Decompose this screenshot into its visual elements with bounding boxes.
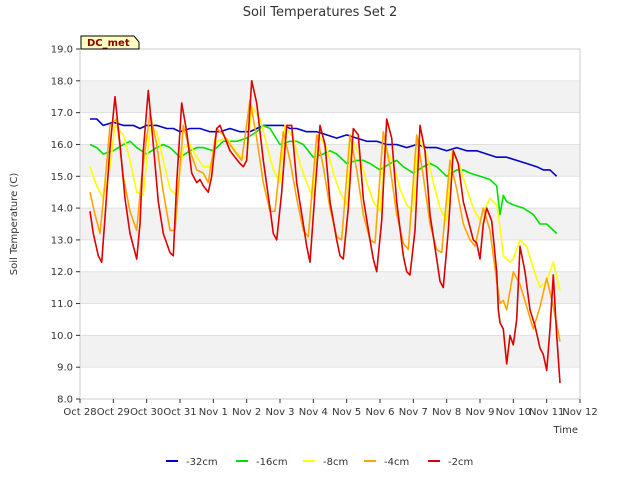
- x-tick-label: Nov 10: [496, 407, 531, 418]
- grid-band: [80, 271, 580, 304]
- x-tick-label: Nov 1: [199, 407, 228, 418]
- series-line-m16cm: [89, 124, 558, 235]
- legend: -32cm -16cm -8cm -4cm -2cm: [166, 457, 473, 468]
- x-tick-label: Oct 28: [63, 407, 96, 418]
- chart-title: Soil Temperatures Set 2: [243, 5, 398, 20]
- legend-label: -32cm: [186, 457, 218, 468]
- x-tick-label: Nov 9: [465, 407, 494, 418]
- station-label-box: DC_met: [80, 35, 140, 50]
- y-tick-label: 13.0: [51, 235, 73, 246]
- x-tick-label: Oct 29: [97, 407, 130, 418]
- legend-label: -4cm: [384, 457, 409, 468]
- plot-frame: [79, 48, 581, 400]
- x-tick-label: Nov 11: [529, 407, 564, 418]
- y-tick-label: 18.0: [51, 76, 73, 87]
- series-line-m32cm: [90, 118, 558, 177]
- x-tick-label: Nov 2: [232, 407, 261, 418]
- y-tick-label: 17.0: [51, 108, 73, 119]
- x-axis-ticks: Oct 28 Oct 29 Oct 30 Oct 31 Nov 1 Nov 2 Nov 3 N…: [63, 399, 598, 418]
- station-label: DC_met: [87, 38, 130, 49]
- y-tick-label: 14.0: [51, 204, 73, 215]
- y-tick-label: 19.0: [51, 45, 73, 56]
- x-tick-label: Nov 5: [332, 407, 361, 418]
- series-layer: [89, 80, 561, 384]
- x-tick-label: Oct 31: [163, 407, 196, 418]
- x-tick-label: Nov 6: [365, 407, 394, 418]
- y-axis-label: Soil Temperature (C): [9, 173, 20, 276]
- x-tick-label: Nov 3: [265, 407, 294, 418]
- series-line-m4cm: [89, 99, 561, 342]
- series-line-m2cm: [89, 80, 561, 384]
- legend-label: -2cm: [448, 457, 473, 468]
- legend-label: -8cm: [323, 457, 348, 468]
- legend-label: -16cm: [256, 457, 288, 468]
- y-tick-label: 9.0: [57, 363, 73, 374]
- y-tick-label: 11.0: [51, 299, 73, 310]
- y-axis-ticks: 8.0 9.0 10.0 11.0 12.0 13.0 14.0 15.0 16.0 17.0 18…: [51, 45, 80, 406]
- y-tick-label: 16.0: [51, 140, 73, 151]
- series-line-m8cm: [89, 105, 561, 291]
- x-tick-label: Nov 4: [299, 407, 328, 418]
- grid-band: [80, 208, 580, 240]
- x-tick-label: Nov 7: [399, 407, 428, 418]
- grid-band: [80, 335, 580, 368]
- y-tick-label: 15.0: [51, 172, 73, 183]
- y-tick-label: 12.0: [51, 267, 73, 278]
- y-tick-label: 8.0: [57, 395, 73, 406]
- x-tick-label: Nov 8: [432, 407, 461, 418]
- grid-band: [80, 80, 580, 113]
- x-axis-label: Time: [553, 425, 578, 436]
- x-tick-label: Oct 30: [130, 407, 163, 418]
- x-tick-label: Nov 12: [562, 407, 597, 418]
- y-tick-label: 10.0: [51, 331, 73, 342]
